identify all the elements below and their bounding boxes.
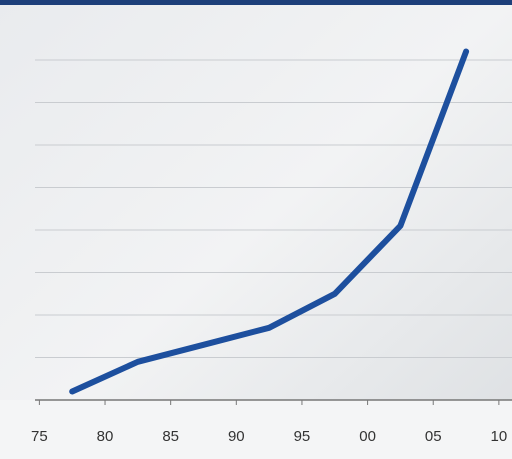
axis-band [0,400,512,459]
x-tick-label: 75 [31,428,48,445]
x-tick-label: 05 [425,428,442,445]
x-tick-label: 95 [294,428,311,445]
x-tick-label: 00 [359,428,376,445]
top-border [0,0,512,5]
x-tick-label: 80 [97,428,114,445]
data-line [69,48,470,395]
x-tick-label: 10 [491,428,508,445]
x-tick-label: 90 [228,428,245,445]
x-tick-label: 85 [162,428,179,445]
